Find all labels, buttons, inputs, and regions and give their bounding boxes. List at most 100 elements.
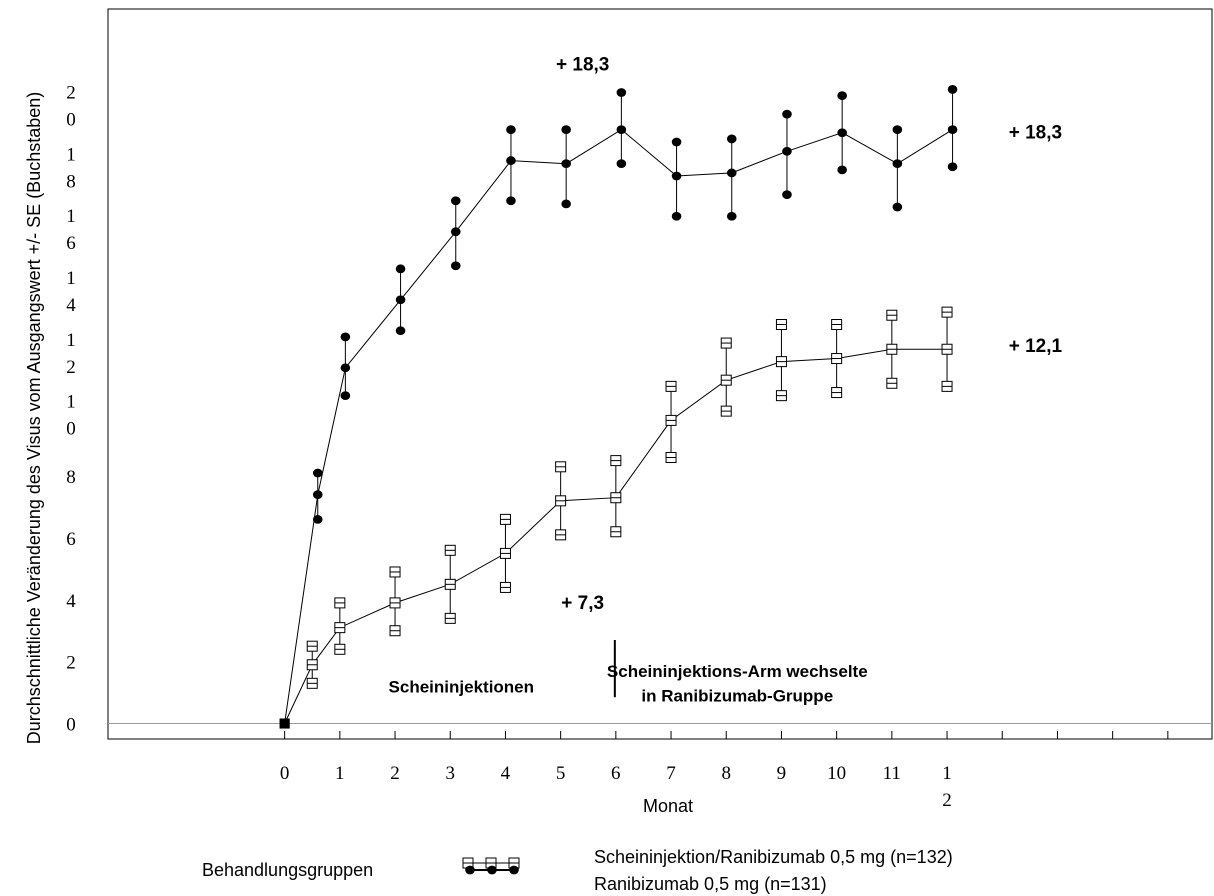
legend-symbol-ranibizumab xyxy=(465,866,519,875)
legend-marker xyxy=(509,866,519,875)
error-cap-marker xyxy=(942,307,952,317)
legend: Behandlungsgruppen Scheininjektion/Ranib… xyxy=(202,847,953,894)
x-axis-label: Monat xyxy=(643,796,693,816)
error-cap-marker xyxy=(776,391,786,401)
x-tick-label: 1 xyxy=(335,763,345,784)
x-tick-label: 2 xyxy=(390,763,400,784)
x-tick-label: 9 xyxy=(777,763,787,784)
error-cap-marker xyxy=(782,110,792,119)
annotation-label: Scheininjektions-Arm wechselte xyxy=(607,662,868,681)
error-cap-marker xyxy=(832,388,842,398)
error-cap-marker xyxy=(893,203,903,212)
data-point xyxy=(445,579,455,589)
data-point xyxy=(280,719,290,729)
error-cap-marker xyxy=(721,406,731,416)
error-cap-marker xyxy=(556,530,566,540)
data-point xyxy=(335,623,345,633)
x-tick-label: 10 xyxy=(827,763,846,784)
data-point xyxy=(556,496,566,506)
data-point xyxy=(611,493,621,503)
data-point xyxy=(721,375,731,385)
error-cap-marker xyxy=(948,85,958,94)
error-cap-marker xyxy=(451,196,461,205)
error-cap-marker xyxy=(556,462,566,472)
series-ranibizumab xyxy=(280,85,958,729)
error-cap-marker xyxy=(341,332,351,341)
annotation-label: + 18,3 xyxy=(556,55,609,76)
data-point xyxy=(390,598,400,608)
error-cap-marker xyxy=(313,515,323,524)
data-point xyxy=(837,128,847,137)
data-point xyxy=(942,344,952,354)
legend-marker xyxy=(465,866,475,875)
data-point xyxy=(500,548,510,558)
data-point xyxy=(832,354,842,364)
error-cap-marker xyxy=(396,264,406,273)
error-cap-marker xyxy=(390,567,400,577)
x-tick-label: 0 xyxy=(280,763,290,784)
error-cap-marker xyxy=(445,545,455,555)
x-tick-label: 6 xyxy=(611,763,621,784)
error-cap-marker xyxy=(617,88,627,97)
annotation-label: Scheininjektionen xyxy=(389,677,534,696)
annotation-label: + 7,3 xyxy=(561,593,604,614)
annotation-label: in Ranibizumab-Gruppe xyxy=(641,687,833,706)
x-tick-label: 4 xyxy=(501,763,511,784)
error-cap-marker xyxy=(672,138,682,147)
error-cap-marker xyxy=(335,598,345,608)
data-point xyxy=(666,415,676,425)
error-cap-marker xyxy=(561,125,571,134)
data-point xyxy=(948,125,958,134)
error-cap-marker xyxy=(561,199,571,208)
data-point xyxy=(887,344,897,354)
error-cap-marker xyxy=(672,212,682,221)
error-cap-marker xyxy=(887,378,897,388)
error-cap-marker xyxy=(948,162,958,171)
error-cap-marker xyxy=(445,613,455,623)
x-tick-label: 11 xyxy=(883,763,901,784)
x-tick-label: 3 xyxy=(445,763,455,784)
data-point xyxy=(617,125,627,134)
error-cap-marker xyxy=(611,456,621,466)
error-cap-marker xyxy=(887,310,897,320)
data-point xyxy=(561,159,571,168)
error-cap-marker xyxy=(307,641,317,651)
plot-frame xyxy=(108,9,1212,739)
series-line xyxy=(285,130,953,724)
error-cap-marker xyxy=(666,453,676,463)
data-point xyxy=(313,490,323,499)
error-cap-marker xyxy=(506,196,516,205)
error-cap-marker xyxy=(611,527,621,537)
legend-label-sham: Scheininjektion/Ranibizumab 0,5 mg (n=13… xyxy=(594,847,953,867)
x-tick-label: 8 xyxy=(721,763,731,784)
x-tick-label: 7 xyxy=(666,763,676,784)
error-cap-marker xyxy=(837,165,847,174)
data-point xyxy=(672,172,682,181)
data-point xyxy=(727,169,737,178)
data-point xyxy=(396,295,406,304)
x-tick-label: 5 xyxy=(556,763,566,784)
legend-label-ranibizumab: Ranibizumab 0,5 mg (n=131) xyxy=(594,874,827,894)
error-cap-marker xyxy=(721,338,731,348)
error-cap-marker xyxy=(390,626,400,636)
data-point xyxy=(782,147,792,156)
error-cap-marker xyxy=(837,91,847,100)
error-cap-marker xyxy=(396,326,406,335)
annotation-label: + 18,3 xyxy=(1009,123,1062,144)
y-tick-label: 2 xyxy=(66,653,76,674)
error-cap-marker xyxy=(727,212,737,221)
error-cap-marker xyxy=(832,320,842,330)
error-cap-marker xyxy=(335,644,345,654)
data-point xyxy=(307,660,317,670)
error-cap-marker xyxy=(893,125,903,134)
data-point xyxy=(341,363,351,372)
y-tick-label: 4 xyxy=(66,591,76,612)
annotation-label: + 12,1 xyxy=(1009,336,1063,357)
error-cap-marker xyxy=(500,582,510,592)
